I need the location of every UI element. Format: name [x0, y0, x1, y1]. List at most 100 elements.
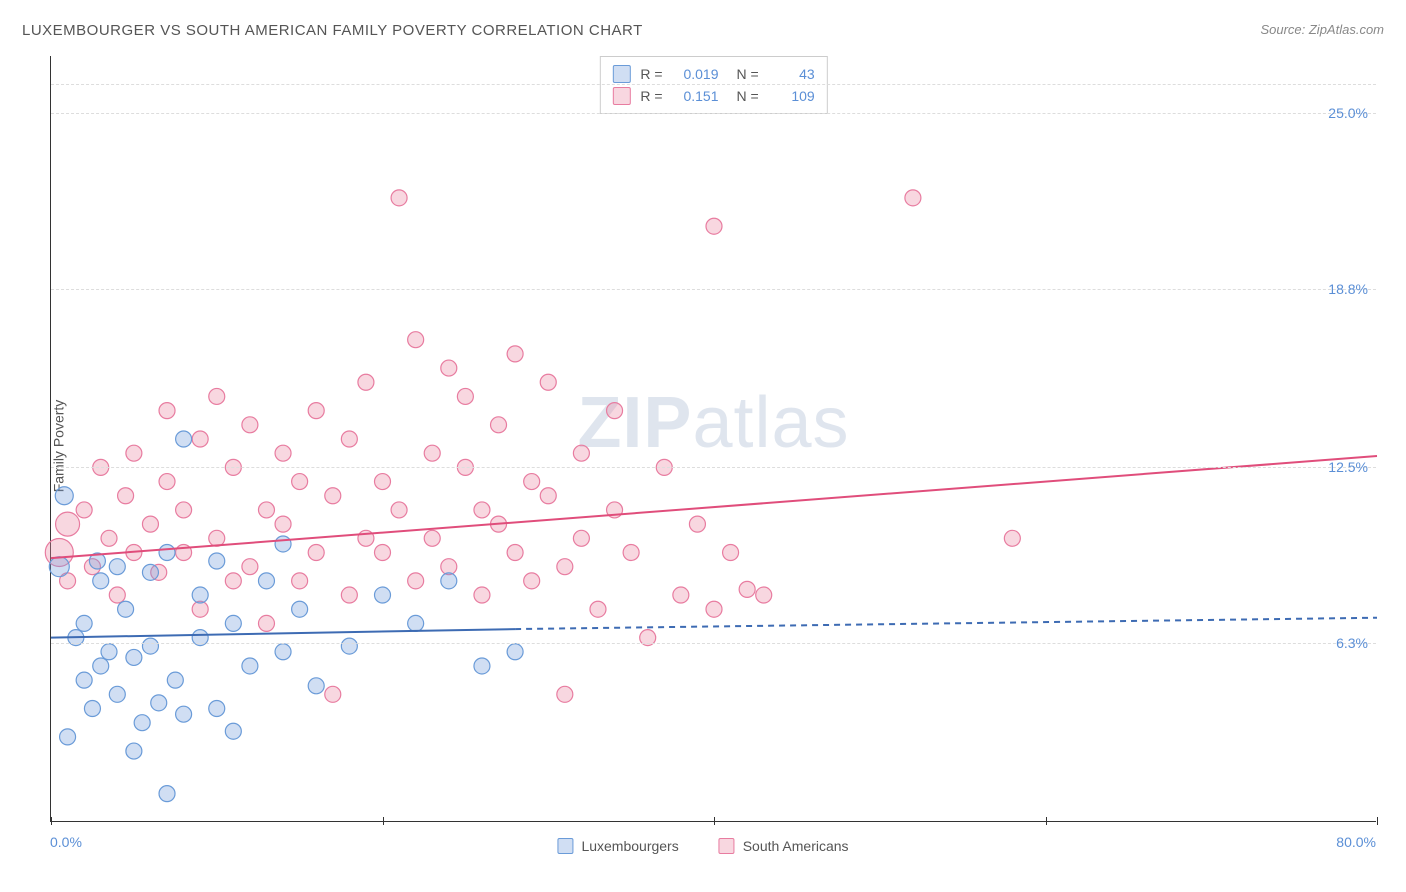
- x-tick: [383, 817, 384, 825]
- luxembourger-point: [126, 743, 142, 759]
- luxembourger-point: [192, 587, 208, 603]
- luxembourger-point: [375, 587, 391, 603]
- south-american-point: [623, 544, 639, 560]
- x-tick: [51, 817, 52, 825]
- luxembourger-point: [126, 649, 142, 665]
- scatter-plot-svg: [51, 56, 1377, 822]
- chart-plot-area: ZIPatlas R = 0.019 N = 43 R = 0.151 N = …: [50, 56, 1376, 822]
- luxembourger-point: [76, 672, 92, 688]
- legend-swatch: [557, 838, 573, 854]
- south-american-point: [607, 403, 623, 419]
- luxembourger-point: [60, 729, 76, 745]
- y-tick-label: 6.3%: [1336, 635, 1368, 651]
- legend-label: South Americans: [743, 838, 849, 854]
- south-american-point: [225, 573, 241, 589]
- south-american-point: [341, 431, 357, 447]
- luxembourger-point: [159, 544, 175, 560]
- trend-line: [51, 456, 1377, 558]
- luxembourger-point: [176, 706, 192, 722]
- luxembourger-point: [167, 672, 183, 688]
- stats-r-value: 0.019: [669, 66, 719, 82]
- stats-r-value: 0.151: [669, 88, 719, 104]
- south-american-point: [258, 615, 274, 631]
- luxembourger-point: [258, 573, 274, 589]
- luxembourger-point: [408, 615, 424, 631]
- luxembourger-point: [134, 715, 150, 731]
- luxembourger-point: [292, 601, 308, 617]
- stats-row: R = 0.151 N = 109: [612, 85, 814, 107]
- luxembourger-point: [151, 695, 167, 711]
- south-american-point: [507, 544, 523, 560]
- south-american-point: [76, 502, 92, 518]
- south-american-point: [159, 474, 175, 490]
- south-american-point: [540, 374, 556, 390]
- south-american-point: [474, 502, 490, 518]
- luxembourger-point: [159, 786, 175, 802]
- gridline: [51, 643, 1376, 644]
- south-american-point: [673, 587, 689, 603]
- south-american-point: [159, 403, 175, 419]
- south-american-point: [325, 488, 341, 504]
- stats-swatch: [612, 87, 630, 105]
- south-american-point: [126, 445, 142, 461]
- luxembourger-point: [109, 559, 125, 575]
- south-american-point: [308, 544, 324, 560]
- south-american-point: [507, 346, 523, 362]
- stats-row: R = 0.019 N = 43: [612, 63, 814, 85]
- gridline: [51, 84, 1376, 85]
- south-american-point: [209, 530, 225, 546]
- x-tick: [1377, 817, 1378, 825]
- trend-line: [51, 629, 515, 638]
- south-american-point: [408, 573, 424, 589]
- luxembourger-point: [308, 678, 324, 694]
- gridline: [51, 289, 1376, 290]
- south-american-point: [905, 190, 921, 206]
- south-american-point: [242, 417, 258, 433]
- luxembourger-point: [101, 644, 117, 660]
- south-american-point: [524, 573, 540, 589]
- luxembourger-point: [441, 573, 457, 589]
- y-tick-label: 18.8%: [1328, 281, 1368, 297]
- x-tick: [714, 817, 715, 825]
- south-american-point: [292, 573, 308, 589]
- south-american-point: [209, 388, 225, 404]
- series-legend: Luxembourgers South Americans: [557, 838, 848, 854]
- south-american-point: [590, 601, 606, 617]
- gridline: [51, 467, 1376, 468]
- south-american-point: [275, 516, 291, 532]
- south-american-point: [524, 474, 540, 490]
- x-axis-min-label: 0.0%: [50, 834, 82, 850]
- luxembourger-point: [93, 573, 109, 589]
- south-american-point: [391, 502, 407, 518]
- south-american-point: [109, 587, 125, 603]
- y-tick-label: 12.5%: [1328, 459, 1368, 475]
- luxembourger-point: [507, 644, 523, 660]
- luxembourger-point: [209, 701, 225, 717]
- legend-item-luxembourgers: Luxembourgers: [557, 838, 678, 854]
- south-american-point: [557, 686, 573, 702]
- south-american-point: [491, 417, 507, 433]
- south-american-point: [573, 530, 589, 546]
- south-american-point: [292, 474, 308, 490]
- luxembourger-point: [55, 487, 73, 505]
- luxembourger-point: [242, 658, 258, 674]
- y-tick-label: 25.0%: [1328, 105, 1368, 121]
- south-american-point: [739, 581, 755, 597]
- gridline: [51, 113, 1376, 114]
- stats-n-label: N =: [737, 66, 759, 82]
- luxembourger-point: [142, 564, 158, 580]
- south-american-point: [573, 445, 589, 461]
- south-american-point: [192, 431, 208, 447]
- legend-swatch: [719, 838, 735, 854]
- south-american-point: [118, 488, 134, 504]
- south-american-point: [325, 686, 341, 702]
- luxembourger-point: [93, 658, 109, 674]
- south-american-point: [391, 190, 407, 206]
- luxembourger-point: [142, 638, 158, 654]
- luxembourger-point: [225, 723, 241, 739]
- luxembourger-point: [341, 638, 357, 654]
- south-american-point: [176, 502, 192, 518]
- luxembourger-point: [474, 658, 490, 674]
- x-tick: [1046, 817, 1047, 825]
- south-american-point: [474, 587, 490, 603]
